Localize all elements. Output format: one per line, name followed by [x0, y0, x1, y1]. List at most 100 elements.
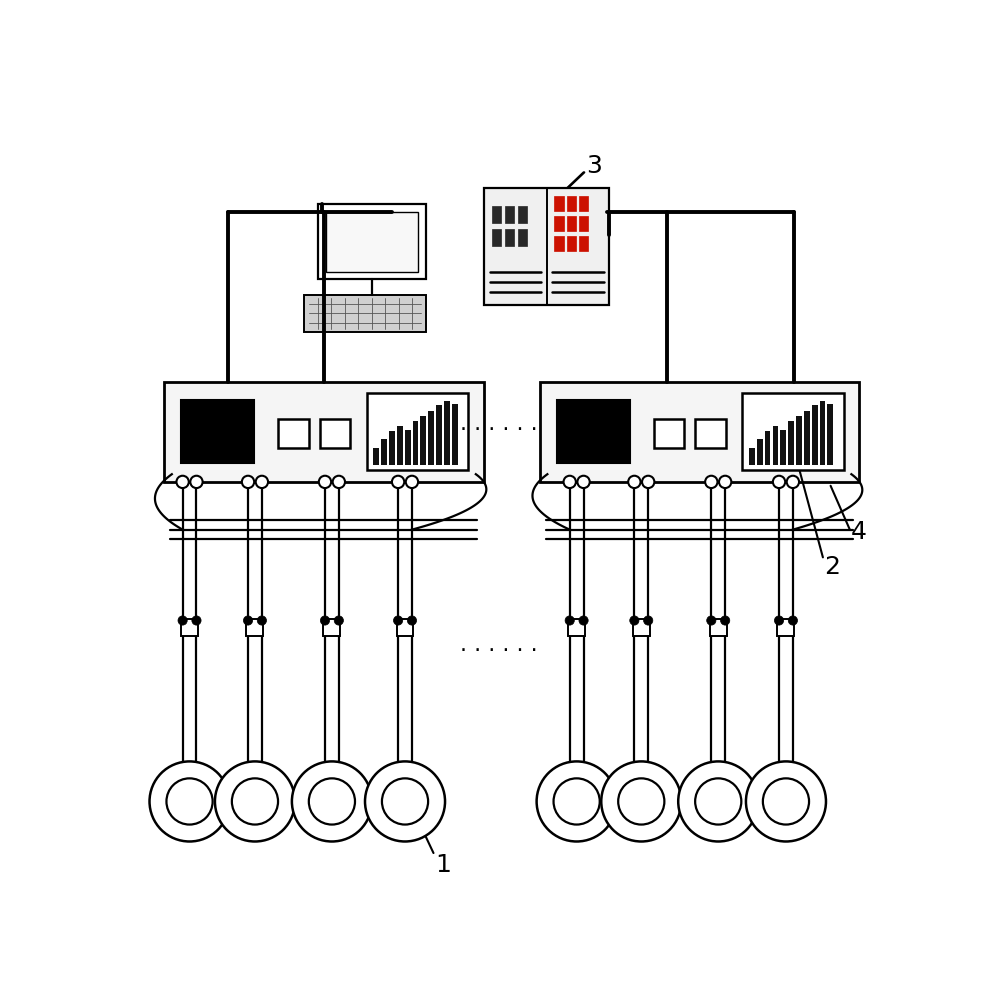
Circle shape	[630, 616, 638, 625]
Bar	[164, 382, 484, 482]
Circle shape	[763, 778, 809, 825]
Bar	[773, 426, 779, 465]
Bar	[540, 382, 859, 482]
Circle shape	[407, 616, 417, 625]
Circle shape	[773, 476, 785, 488]
Circle shape	[619, 778, 664, 825]
Bar	[554, 196, 564, 211]
Bar	[405, 430, 411, 465]
Bar	[579, 216, 588, 231]
Circle shape	[643, 616, 652, 625]
Bar	[796, 416, 801, 465]
Bar	[633, 619, 649, 636]
Text: 3: 3	[586, 154, 602, 178]
Circle shape	[564, 476, 576, 488]
Bar	[505, 206, 514, 223]
Circle shape	[406, 476, 418, 488]
Circle shape	[786, 476, 799, 488]
Bar	[567, 216, 576, 231]
Bar	[804, 411, 809, 465]
Bar	[518, 206, 527, 223]
Circle shape	[602, 761, 681, 841]
Circle shape	[721, 616, 730, 625]
Bar	[320, 419, 351, 448]
Bar	[389, 431, 395, 465]
Circle shape	[167, 778, 213, 825]
Bar	[492, 229, 501, 246]
Bar	[765, 431, 771, 465]
Circle shape	[642, 476, 654, 488]
Circle shape	[178, 616, 188, 625]
Text: · · · · · ·: · · · · · ·	[460, 420, 538, 440]
Bar	[788, 421, 794, 465]
Bar	[554, 236, 564, 251]
Bar	[518, 229, 527, 246]
Bar	[436, 405, 442, 465]
Circle shape	[577, 476, 590, 488]
Circle shape	[319, 476, 331, 488]
Bar	[811, 405, 817, 465]
Bar	[757, 439, 763, 465]
Bar	[181, 619, 198, 636]
Circle shape	[214, 761, 295, 841]
Circle shape	[365, 761, 445, 841]
Circle shape	[695, 778, 742, 825]
Circle shape	[292, 761, 372, 841]
Bar	[452, 404, 458, 465]
Circle shape	[536, 761, 617, 841]
Circle shape	[579, 616, 588, 625]
Bar	[742, 393, 844, 470]
Bar	[381, 439, 387, 465]
Bar	[373, 448, 379, 465]
Bar	[324, 619, 341, 636]
Bar	[579, 196, 588, 211]
Circle shape	[678, 761, 759, 841]
Circle shape	[150, 761, 229, 841]
Circle shape	[393, 616, 403, 625]
Bar	[653, 419, 684, 448]
Circle shape	[788, 616, 797, 625]
Bar	[827, 404, 833, 465]
Circle shape	[382, 778, 428, 825]
Bar	[778, 619, 794, 636]
Bar	[557, 400, 630, 463]
Circle shape	[242, 476, 254, 488]
Bar	[505, 229, 514, 246]
Bar	[492, 206, 501, 223]
Circle shape	[392, 476, 404, 488]
Bar	[278, 419, 309, 448]
Bar	[428, 411, 434, 465]
Circle shape	[335, 616, 344, 625]
Bar	[246, 619, 263, 636]
Text: 1: 1	[436, 853, 452, 877]
Bar	[710, 619, 727, 636]
Bar	[567, 196, 576, 211]
Circle shape	[191, 476, 203, 488]
Circle shape	[256, 476, 268, 488]
Text: · · · · · ·: · · · · · ·	[460, 641, 538, 661]
Bar	[304, 295, 426, 332]
Circle shape	[243, 616, 252, 625]
Bar	[444, 401, 450, 465]
Circle shape	[707, 616, 716, 625]
Bar	[397, 426, 403, 465]
Circle shape	[553, 778, 600, 825]
Bar	[780, 430, 786, 465]
Circle shape	[321, 616, 330, 625]
Bar	[485, 188, 609, 305]
Circle shape	[192, 616, 201, 625]
Bar	[819, 401, 825, 465]
Text: 4: 4	[851, 520, 867, 544]
Circle shape	[565, 616, 574, 625]
Bar	[554, 216, 564, 231]
Bar	[579, 236, 588, 251]
Bar	[568, 619, 585, 636]
Circle shape	[177, 476, 189, 488]
Bar	[420, 416, 426, 465]
Text: 2: 2	[824, 555, 840, 579]
Bar	[695, 419, 726, 448]
Bar	[326, 212, 418, 272]
Circle shape	[309, 778, 355, 825]
Circle shape	[719, 476, 731, 488]
Bar	[318, 204, 426, 279]
